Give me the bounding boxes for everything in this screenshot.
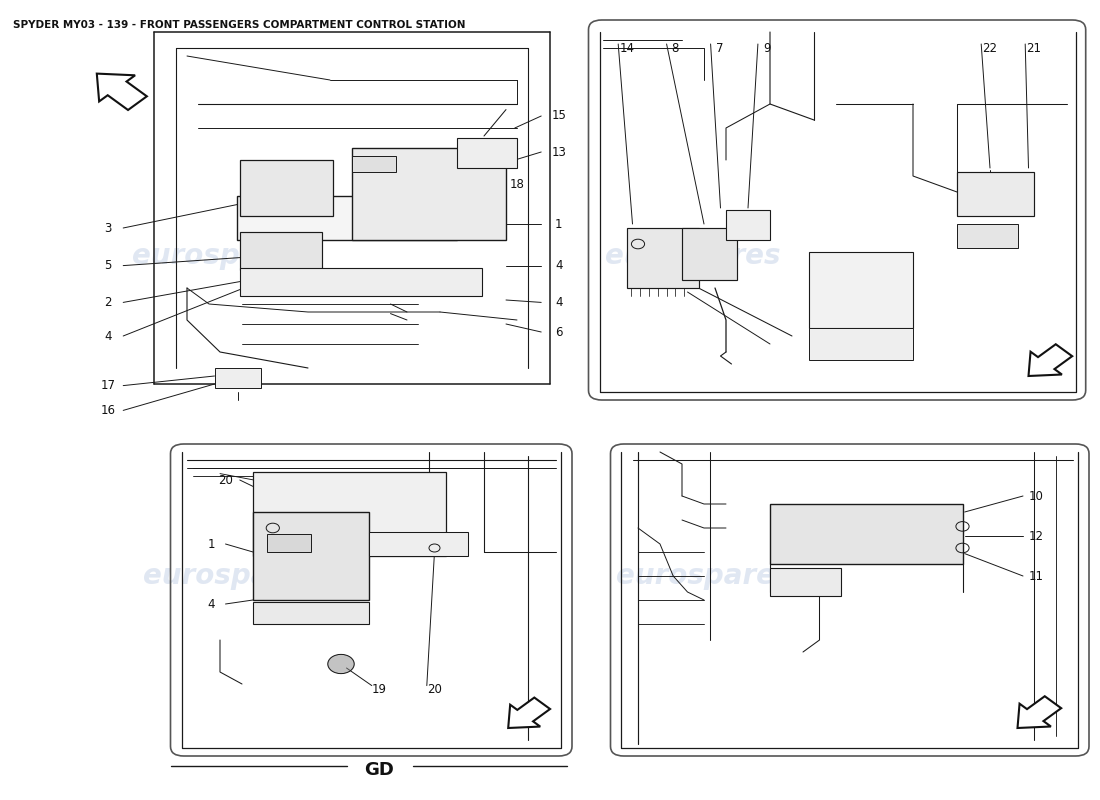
Text: 4: 4 — [208, 598, 214, 610]
Text: 20: 20 — [218, 474, 233, 486]
Text: 4: 4 — [556, 296, 562, 309]
Text: 1: 1 — [556, 218, 562, 230]
Text: 3: 3 — [104, 222, 111, 234]
Text: eurospares: eurospares — [605, 242, 781, 270]
Text: 12: 12 — [1028, 530, 1044, 542]
FancyBboxPatch shape — [352, 148, 506, 240]
Text: 22: 22 — [982, 42, 998, 54]
Text: eurospares: eurospares — [132, 242, 308, 270]
FancyBboxPatch shape — [253, 472, 446, 556]
Text: 8: 8 — [672, 42, 679, 54]
Text: 18: 18 — [509, 178, 525, 190]
Text: eurospares: eurospares — [143, 562, 319, 590]
FancyBboxPatch shape — [456, 138, 517, 168]
FancyBboxPatch shape — [253, 602, 368, 624]
FancyBboxPatch shape — [627, 228, 698, 288]
Text: 1: 1 — [208, 538, 214, 550]
Text: 5: 5 — [104, 259, 111, 272]
Text: 9: 9 — [763, 42, 770, 54]
FancyBboxPatch shape — [770, 568, 842, 596]
FancyBboxPatch shape — [214, 368, 261, 388]
FancyBboxPatch shape — [957, 172, 1034, 216]
Circle shape — [328, 654, 354, 674]
Text: 4: 4 — [556, 259, 562, 272]
Text: 7: 7 — [716, 42, 723, 54]
Text: GD: GD — [364, 761, 395, 778]
FancyBboxPatch shape — [240, 160, 333, 216]
FancyBboxPatch shape — [253, 512, 368, 600]
Polygon shape — [508, 698, 550, 728]
FancyBboxPatch shape — [770, 504, 962, 564]
Text: 4: 4 — [104, 330, 111, 342]
Text: 16: 16 — [100, 404, 116, 417]
FancyBboxPatch shape — [236, 196, 456, 240]
Text: 17: 17 — [100, 379, 116, 392]
Text: 13: 13 — [551, 146, 566, 158]
Text: SPYDER MY03 - 139 - FRONT PASSENGERS COMPARTMENT CONTROL STATION: SPYDER MY03 - 139 - FRONT PASSENGERS COM… — [13, 20, 465, 30]
Text: 15: 15 — [551, 109, 566, 122]
Text: 2: 2 — [104, 296, 111, 309]
FancyBboxPatch shape — [240, 232, 322, 270]
FancyBboxPatch shape — [726, 210, 770, 240]
FancyBboxPatch shape — [957, 224, 1018, 248]
Text: 6: 6 — [556, 326, 562, 338]
Text: eurospares: eurospares — [616, 562, 792, 590]
Text: 21: 21 — [1026, 42, 1042, 54]
Text: 10: 10 — [1028, 490, 1044, 502]
Text: 19: 19 — [372, 683, 387, 696]
Polygon shape — [1018, 696, 1062, 728]
FancyBboxPatch shape — [352, 156, 396, 172]
Text: 14: 14 — [619, 42, 635, 54]
FancyBboxPatch shape — [682, 228, 737, 280]
Polygon shape — [97, 74, 147, 110]
Text: 20: 20 — [427, 683, 442, 696]
Polygon shape — [1028, 344, 1072, 376]
FancyBboxPatch shape — [808, 328, 913, 360]
FancyBboxPatch shape — [267, 534, 311, 552]
Text: 11: 11 — [1028, 570, 1044, 582]
FancyBboxPatch shape — [240, 268, 482, 296]
FancyBboxPatch shape — [368, 532, 468, 556]
FancyBboxPatch shape — [808, 252, 913, 328]
